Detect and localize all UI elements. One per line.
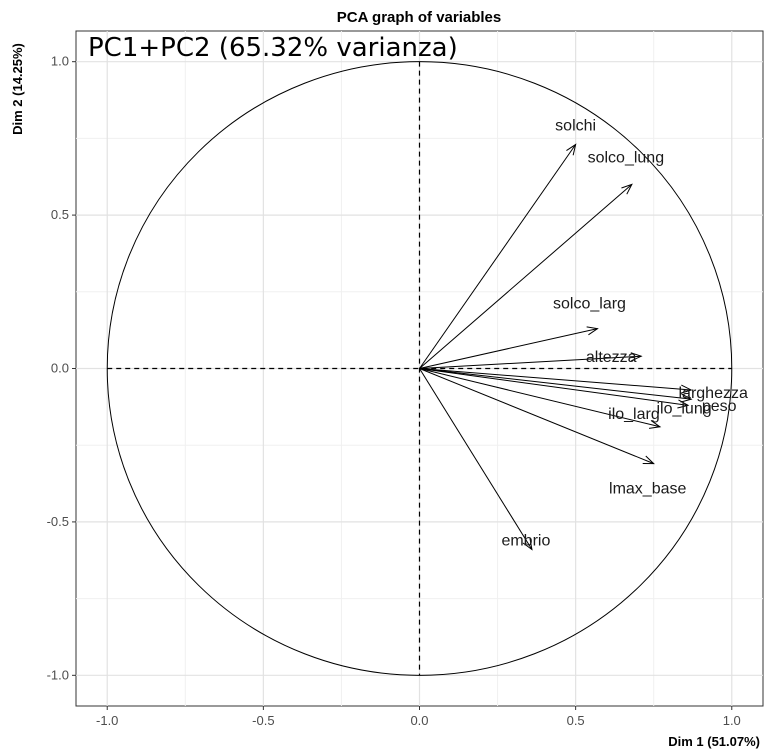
- y-tick-label: 1.0: [51, 54, 69, 69]
- vector-label: ilo_lung: [656, 400, 711, 417]
- loading-vector: [419, 368, 690, 409]
- vector-label: solchi: [555, 118, 596, 135]
- vector-shaft: [419, 184, 633, 369]
- x-tick-label: -1.0: [96, 713, 118, 728]
- vector-shaft: [419, 368, 533, 550]
- vector-label: peso: [702, 398, 737, 415]
- vector-label: larghezza: [678, 385, 747, 402]
- x-tick-label: -0.5: [252, 713, 274, 728]
- arrowhead: [677, 399, 690, 409]
- arrowhead: [680, 393, 693, 403]
- vector-label: altezza: [586, 349, 637, 366]
- chart-subtitle: PC1+PC2 (65.32% varianza): [88, 33, 458, 63]
- arrowhead: [586, 326, 599, 336]
- vector-shaft: [419, 368, 692, 391]
- vector-label: solco_lung: [588, 149, 665, 166]
- vector-shaft: [419, 368, 661, 428]
- loading-vector: [419, 352, 643, 369]
- x-tick-label: 0.0: [410, 713, 428, 728]
- arrowhead: [642, 455, 655, 465]
- vector-label: solco_larg: [553, 296, 626, 313]
- vector-shaft: [419, 368, 654, 465]
- x-tick-label: 0.5: [567, 713, 585, 728]
- loading-vector: [419, 368, 693, 403]
- vector-shaft: [419, 368, 692, 400]
- y-tick-label: 0.0: [51, 361, 69, 376]
- arrowhead: [648, 420, 662, 429]
- vector-shaft: [419, 144, 577, 369]
- vector-label: embrio: [501, 533, 550, 550]
- loading-vector: [419, 368, 533, 551]
- loading-vector: [419, 368, 662, 429]
- arrowhead: [522, 538, 533, 551]
- loading-vector: [419, 183, 633, 369]
- arrowhead: [630, 352, 643, 362]
- loading-vector: [419, 326, 599, 369]
- y-tick-label: -1.0: [47, 667, 69, 682]
- arrowhead: [566, 143, 577, 156]
- arrowhead: [621, 183, 633, 195]
- vector-shaft: [419, 355, 642, 369]
- vector-shaft: [419, 328, 598, 369]
- arrowhead: [680, 384, 693, 394]
- y-tick-label: -0.5: [47, 514, 69, 529]
- x-axis-label: Dim 1 (51.07%): [668, 734, 760, 749]
- loading-vector: [419, 143, 577, 369]
- loading-vector: [419, 368, 693, 394]
- y-axis-label: Dim 2 (14.25%): [10, 43, 25, 135]
- vector-label: lmax_base: [609, 481, 686, 498]
- x-tick-label: 1.0: [723, 713, 741, 728]
- loading-vector: [419, 368, 655, 465]
- chart-title: PCA graph of variables: [337, 9, 502, 26]
- y-tick-label: 0.5: [51, 207, 69, 222]
- vector-shaft: [419, 368, 689, 406]
- vector-label: ilo_larg: [608, 406, 660, 423]
